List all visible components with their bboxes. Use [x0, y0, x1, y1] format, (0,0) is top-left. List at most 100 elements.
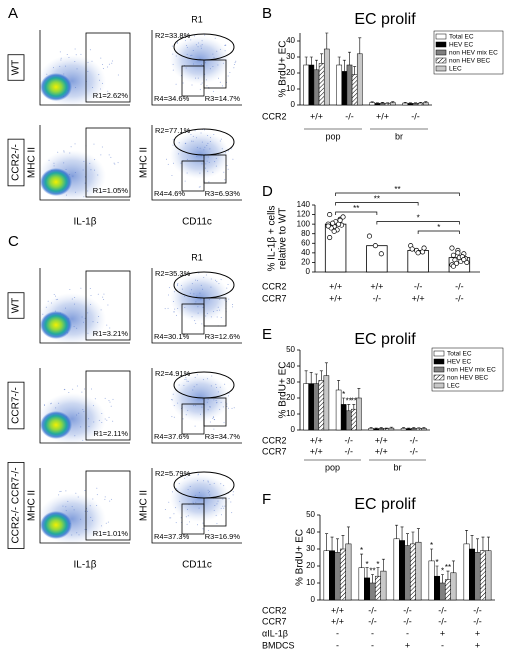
event-dot	[194, 494, 196, 496]
event-dot	[187, 131, 189, 133]
event-dot	[84, 510, 86, 512]
event-dot	[205, 79, 207, 81]
event-dot	[186, 158, 188, 160]
panel-label: B	[262, 5, 272, 22]
point	[455, 250, 461, 256]
event-dot	[174, 507, 176, 509]
event-dot	[207, 134, 209, 136]
gate-label: R1=1.01%	[93, 529, 129, 538]
event-dot	[83, 160, 85, 162]
event-dot	[213, 56, 215, 58]
row-label-box	[7, 138, 25, 187]
event-dot	[195, 137, 197, 139]
event-dot	[211, 375, 213, 377]
event-dot	[88, 425, 90, 427]
event-dot	[209, 406, 211, 408]
event-dot	[80, 518, 82, 520]
error-bar	[403, 101, 407, 104]
gate-label: R4=30.1%	[154, 332, 190, 341]
y-tick-label: 0	[306, 267, 311, 276]
density-core	[40, 511, 72, 539]
y-axis-label: MHC II	[27, 147, 38, 178]
event-dot	[185, 67, 187, 69]
point	[453, 260, 459, 266]
density-core	[40, 411, 72, 439]
event-dot	[91, 520, 93, 522]
event-dot	[47, 300, 49, 302]
event-dot	[197, 473, 199, 475]
event-dot	[87, 332, 89, 334]
error-bar	[430, 548, 434, 561]
y-axis-label: MHC II	[139, 147, 150, 178]
event-dot	[102, 67, 104, 69]
event-dot	[183, 384, 185, 386]
event-dot	[107, 304, 109, 306]
legend-swatch	[433, 374, 445, 381]
event-dot	[178, 384, 180, 386]
category-label: +/+	[370, 281, 383, 291]
category-label: -/-	[438, 605, 447, 615]
y-tick-label: 40	[286, 36, 295, 45]
event-dot	[195, 301, 197, 303]
error-bar	[346, 526, 350, 544]
error-bar	[360, 553, 364, 568]
significance: **	[353, 204, 359, 213]
event-dot	[234, 62, 236, 64]
error-bar	[324, 362, 328, 376]
event-dot	[196, 374, 198, 376]
event-dot	[175, 522, 177, 524]
bar	[485, 550, 492, 601]
row-label: WT	[11, 60, 22, 76]
error-bar	[337, 56, 341, 65]
event-dot	[172, 69, 174, 71]
event-dot	[88, 418, 90, 420]
event-dot	[103, 293, 105, 295]
event-dot	[112, 420, 114, 422]
legend-swatch	[435, 41, 447, 48]
category-label: -/-	[455, 281, 464, 291]
event-dot	[197, 280, 199, 282]
error-bar	[309, 372, 313, 384]
bar	[334, 552, 341, 601]
error-bar	[389, 426, 393, 429]
event-dot	[195, 77, 197, 79]
bar	[308, 64, 315, 106]
event-dot	[206, 401, 208, 403]
event-dot	[209, 137, 211, 139]
event-dot	[210, 278, 212, 280]
event-dot	[172, 63, 174, 65]
event-dot	[171, 491, 173, 493]
legend-label: non HEV BEC	[449, 57, 490, 64]
event-dot	[107, 521, 109, 523]
error-bar	[386, 102, 390, 104]
event-dot	[74, 60, 76, 62]
event-dot	[220, 138, 222, 140]
row-label: CCR2	[262, 111, 287, 121]
event-dot	[227, 150, 229, 152]
event-dot	[214, 279, 216, 281]
y-tick-label: 0	[291, 425, 296, 434]
event-dot	[187, 508, 189, 510]
event-dot	[94, 398, 96, 400]
error-bar	[325, 32, 329, 49]
event-dot	[55, 407, 57, 409]
gate-label: R3=16.9%	[205, 532, 241, 541]
category-label: +/+	[310, 111, 323, 121]
event-dot	[200, 284, 202, 286]
y-tick-label: 30	[286, 377, 295, 386]
bar	[417, 102, 424, 106]
event-dot	[170, 517, 172, 519]
event-dot	[59, 65, 61, 67]
event-dot	[184, 307, 186, 309]
bar	[345, 410, 352, 431]
event-dot	[199, 172, 201, 174]
event-dot	[198, 42, 200, 44]
event-dot	[180, 285, 182, 287]
event-dot	[111, 60, 113, 62]
event-dot	[188, 521, 190, 523]
error-bar	[330, 536, 334, 551]
gate-title: R1	[191, 14, 203, 24]
category-label: -/-	[403, 616, 412, 626]
event-dot	[187, 409, 189, 411]
event-dot	[226, 405, 228, 407]
